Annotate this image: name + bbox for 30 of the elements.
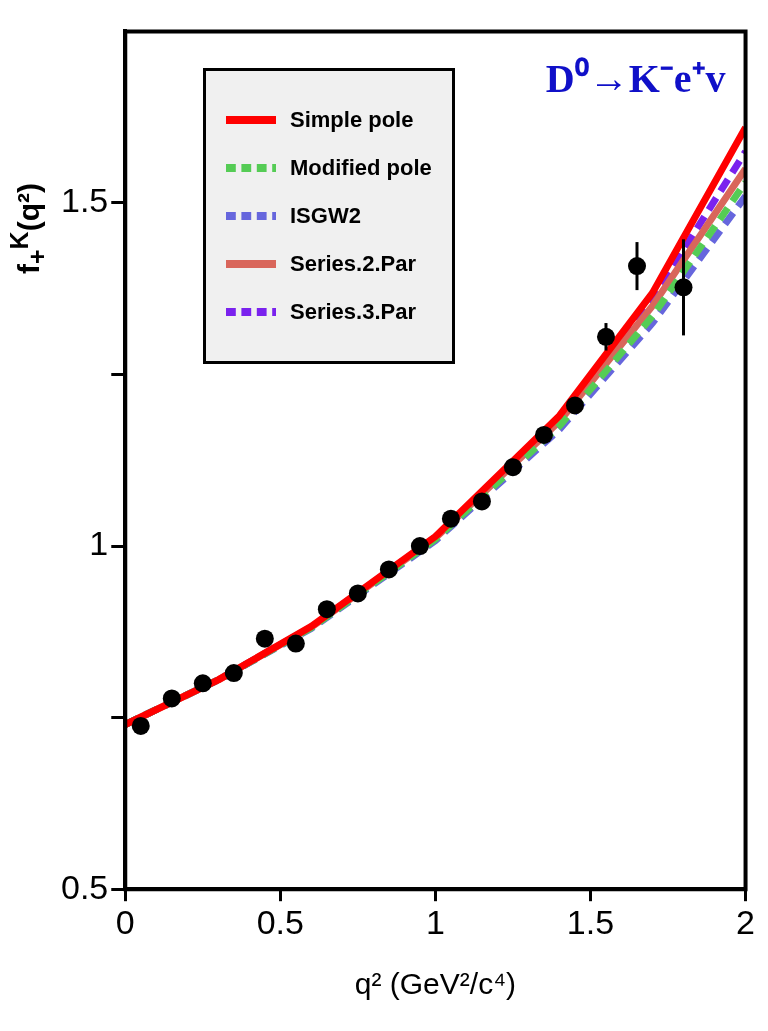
point xyxy=(193,674,212,693)
x-axis-title: q² (GeV²/c⁴) xyxy=(354,967,517,1001)
point xyxy=(255,629,274,648)
point xyxy=(131,716,150,735)
point xyxy=(534,425,553,444)
point xyxy=(472,492,491,511)
y-tick-label: 1.5 xyxy=(61,181,109,220)
x-tick-label: 1.5 xyxy=(566,902,615,941)
point xyxy=(348,584,367,603)
legend-label: Simple pole xyxy=(290,107,414,133)
y-tick-label: 0.5 xyxy=(61,867,109,906)
point xyxy=(224,664,243,683)
point xyxy=(379,560,398,579)
point xyxy=(317,600,336,619)
legend-label: Series.2.Par xyxy=(290,251,416,277)
point xyxy=(441,509,460,528)
point xyxy=(286,634,305,653)
point xyxy=(410,537,429,556)
point xyxy=(162,689,181,708)
x-tick-label: 0 xyxy=(115,902,135,941)
annotation: D⁰→K⁻e⁺v xyxy=(545,55,726,101)
x-tick-label: 1 xyxy=(425,902,445,941)
x-tick-label: 0.5 xyxy=(256,902,304,941)
legend-label: Modified pole xyxy=(290,155,432,181)
legend-label: ISGW2 xyxy=(290,203,361,229)
point xyxy=(503,458,522,477)
legend-label: Series.3.Par xyxy=(290,299,416,325)
point xyxy=(565,396,584,415)
y-tick-label: 1 xyxy=(89,524,109,563)
x-tick-label: 2 xyxy=(736,902,756,941)
